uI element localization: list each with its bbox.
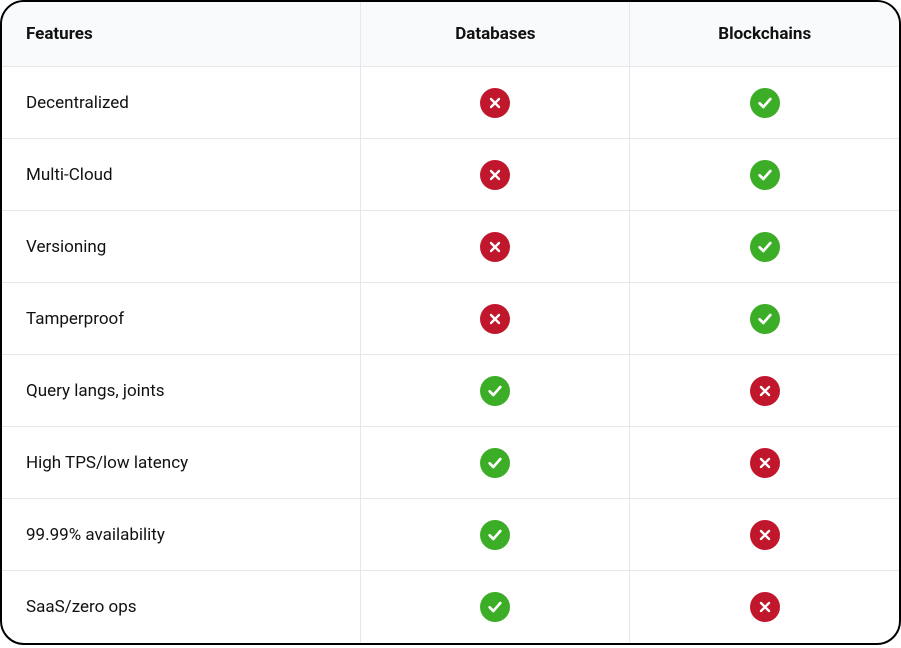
- blockchains-cell: [630, 355, 899, 427]
- table-row: Tamperproof: [2, 283, 899, 355]
- blockchains-cell: [630, 571, 899, 643]
- col-header-blockchains: Blockchains: [630, 2, 899, 67]
- blockchains-cell: [630, 283, 899, 355]
- cross-icon: [750, 376, 780, 406]
- databases-cell: [361, 499, 630, 571]
- table-body: DecentralizedMulti-CloudVersioningTamper…: [2, 67, 899, 643]
- feature-cell: Multi-Cloud: [2, 139, 361, 211]
- feature-cell: Query langs, joints: [2, 355, 361, 427]
- databases-cell: [361, 571, 630, 643]
- databases-cell: [361, 427, 630, 499]
- cross-icon: [750, 520, 780, 550]
- col-header-features: Features: [2, 2, 361, 67]
- cross-icon: [480, 304, 510, 334]
- check-icon: [480, 592, 510, 622]
- table-row: Decentralized: [2, 67, 899, 139]
- cross-icon: [480, 160, 510, 190]
- feature-cell: 99.99% availability: [2, 499, 361, 571]
- cross-icon: [750, 448, 780, 478]
- blockchains-cell: [630, 427, 899, 499]
- check-icon: [750, 232, 780, 262]
- databases-cell: [361, 67, 630, 139]
- blockchains-cell: [630, 211, 899, 283]
- check-icon: [750, 88, 780, 118]
- comparison-table: Features Databases Blockchains Decentral…: [0, 0, 901, 645]
- feature-cell: SaaS/zero ops: [2, 571, 361, 643]
- col-header-databases: Databases: [361, 2, 630, 67]
- cross-icon: [750, 592, 780, 622]
- table-row: High TPS/low latency: [2, 427, 899, 499]
- table-header: Features Databases Blockchains: [2, 2, 899, 67]
- cross-icon: [480, 88, 510, 118]
- databases-cell: [361, 283, 630, 355]
- databases-cell: [361, 211, 630, 283]
- check-icon: [480, 376, 510, 406]
- table-row: SaaS/zero ops: [2, 571, 899, 643]
- feature-cell: Tamperproof: [2, 283, 361, 355]
- check-icon: [480, 448, 510, 478]
- feature-cell: Decentralized: [2, 67, 361, 139]
- feature-cell: Versioning: [2, 211, 361, 283]
- check-icon: [750, 304, 780, 334]
- blockchains-cell: [630, 139, 899, 211]
- databases-cell: [361, 139, 630, 211]
- table-row: Versioning: [2, 211, 899, 283]
- table-row: Query langs, joints: [2, 355, 899, 427]
- blockchains-cell: [630, 67, 899, 139]
- table-row: 99.99% availability: [2, 499, 899, 571]
- table-row: Multi-Cloud: [2, 139, 899, 211]
- comparison-table-inner: Features Databases Blockchains Decentral…: [2, 2, 899, 643]
- databases-cell: [361, 355, 630, 427]
- cross-icon: [480, 232, 510, 262]
- check-icon: [480, 520, 510, 550]
- check-icon: [750, 160, 780, 190]
- feature-cell: High TPS/low latency: [2, 427, 361, 499]
- blockchains-cell: [630, 499, 899, 571]
